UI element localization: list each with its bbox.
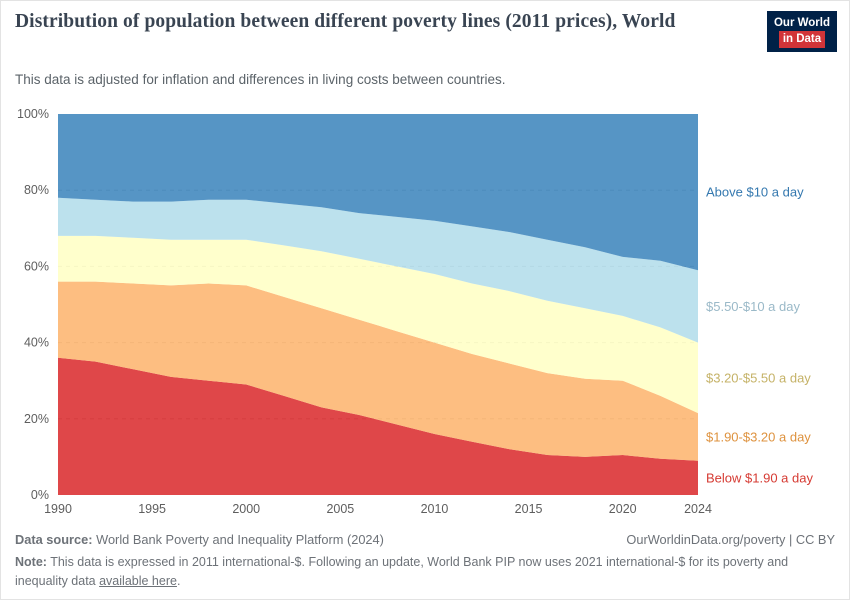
note-text: This data is expressed in 2011 internati… [15, 555, 789, 588]
x-axis-tick-label: 2005 [326, 502, 354, 516]
area-series-above-10[interactable] [58, 114, 698, 271]
data-source-text: Data source: World Bank Poverty and Ineq… [15, 532, 384, 547]
stacked-area-chart: 0% 20% 40% 60% 80% 100% Below $1.90 a day $1.90… [17, 107, 813, 516]
y-axis-tick-label: 60% [24, 259, 49, 273]
page-title: Distribution of population between diffe… [15, 11, 676, 32]
series-label-1-90-3-20: $1.90-$3.20 a day [706, 429, 811, 444]
x-axis-tick-label: 1995 [138, 502, 166, 516]
series-label-above-10: Above $10 a day [706, 185, 804, 200]
area-series-1-90-3-20[interactable] [58, 281, 698, 461]
y-axis-tick-label: 40% [24, 336, 49, 350]
area-series-3-20-5-50[interactable] [58, 235, 698, 414]
x-axis-tick-label: 2015 [515, 502, 543, 516]
owid-logo-line1: Our World [773, 17, 830, 29]
note-line: Note: This data is expressed in 2011 int… [15, 553, 833, 591]
area-series-5-50-10[interactable] [58, 197, 698, 343]
x-axis-tick-label: 2010 [421, 502, 449, 516]
note-suffix: . [176, 573, 181, 588]
x-axis-tick-label: 2020 [609, 502, 637, 516]
data-source-label: Data source: [15, 532, 93, 547]
owid-logo-line2: in Data [778, 31, 826, 48]
data-source-value: World Bank Poverty and Inequality Platfo… [96, 532, 384, 547]
y-axis-tick-label: 100% [17, 107, 49, 121]
y-axis-tick-label: 20% [24, 412, 49, 426]
owid-logo[interactable]: Our World in Data [766, 11, 837, 52]
area-series-below-1-90[interactable] [58, 357, 698, 495]
series-label-below-1-90: Below $1.90 a day [706, 470, 813, 485]
note-available-here-link[interactable]: available here [99, 573, 177, 588]
data-source-line: Data source: World Bank Poverty and Ineq… [15, 532, 835, 547]
chart-subtitle: This data is adjusted for inflation and … [15, 72, 506, 87]
note-label: Note: [15, 555, 47, 569]
x-axis-tick-label: 2024 [684, 502, 712, 516]
series-label-3-20-5-50: $3.20-$5.50 a day [706, 370, 811, 385]
x-axis-tick-label: 1990 [44, 502, 72, 516]
y-axis-tick-label: 80% [24, 183, 49, 197]
series-label-5-50-10: $5.50-$10 a day [706, 299, 800, 314]
credit-link[interactable]: OurWorldinData.org/poverty | CC BY [626, 532, 835, 547]
y-axis-tick-label: 0% [31, 488, 49, 502]
x-axis-tick-label: 2000 [232, 502, 260, 516]
